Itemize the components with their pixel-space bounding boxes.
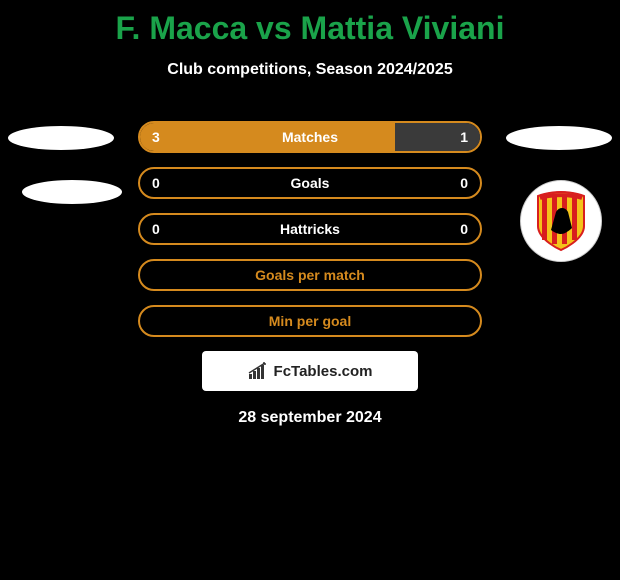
stat-label: Hattricks xyxy=(280,221,340,237)
stat-label: Goals xyxy=(291,175,330,191)
stat-right-value: 0 xyxy=(460,221,468,237)
subtitle: Club competitions, Season 2024/2025 xyxy=(0,61,620,79)
club-badge xyxy=(520,180,602,262)
stat-row-goals: 0 Goals 0 xyxy=(138,167,482,199)
stat-row-matches: 3 Matches 1 xyxy=(138,121,482,153)
player-right-avatar-1 xyxy=(506,126,612,150)
stat-right-value: 1 xyxy=(460,129,468,145)
player-left-avatar-1 xyxy=(8,126,114,150)
player-left-avatar-2 xyxy=(22,180,122,204)
stat-label: Min per goal xyxy=(269,313,351,329)
stat-row-goals-per-match: Goals per match xyxy=(138,259,482,291)
stat-row-min-per-goal: Min per goal xyxy=(138,305,482,337)
stat-row-hattricks: 0 Hattricks 0 xyxy=(138,213,482,245)
stat-right-value: 0 xyxy=(460,175,468,191)
stat-fill-left xyxy=(140,123,395,151)
date-label: 28 september 2024 xyxy=(0,409,620,427)
stat-label: Goals per match xyxy=(255,267,365,283)
stat-left-value: 3 xyxy=(152,129,160,145)
stat-left-value: 0 xyxy=(152,221,160,237)
fctables-label: FcTables.com xyxy=(274,363,373,380)
page-title: F. Macca vs Mattia Viviani xyxy=(0,0,620,47)
bar-chart-icon xyxy=(248,362,270,380)
fctables-watermark[interactable]: FcTables.com xyxy=(202,351,418,391)
stat-label: Matches xyxy=(282,129,338,145)
benevento-crest-icon xyxy=(534,190,588,252)
stat-left-value: 0 xyxy=(152,175,160,191)
